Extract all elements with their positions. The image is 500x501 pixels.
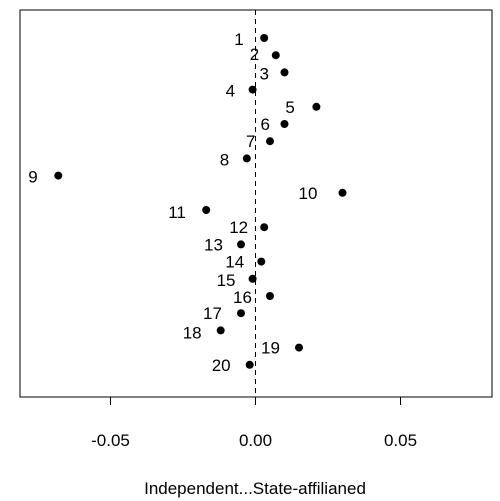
data-point-7 xyxy=(266,137,274,146)
data-point-18 xyxy=(216,326,225,335)
point-label-6: 6 xyxy=(261,115,270,134)
data-point-13 xyxy=(237,240,245,249)
data-point-1 xyxy=(260,34,269,42)
data-point-4 xyxy=(248,85,257,94)
data-point-3 xyxy=(280,68,289,77)
data-point-2 xyxy=(271,51,280,60)
data-point-9 xyxy=(54,171,63,180)
point-label-16: 16 xyxy=(233,288,252,307)
x-tick-label: 0.00 xyxy=(239,431,272,450)
data-point-5 xyxy=(312,102,321,111)
point-label-14: 14 xyxy=(225,253,244,272)
point-label-13: 13 xyxy=(204,235,223,254)
data-point-11 xyxy=(202,206,211,214)
point-label-11: 11 xyxy=(168,203,186,222)
point-label-18: 18 xyxy=(183,323,202,342)
data-point-6 xyxy=(280,120,289,128)
point-label-20: 20 xyxy=(212,356,231,375)
data-point-16 xyxy=(266,292,274,300)
data-point-17 xyxy=(237,309,245,318)
point-label-4: 4 xyxy=(226,82,235,101)
point-label-12: 12 xyxy=(229,218,248,237)
x-tick-label: -0.05 xyxy=(91,431,130,450)
point-label-17: 17 xyxy=(203,304,222,323)
data-point-10 xyxy=(338,188,347,197)
data-point-14 xyxy=(257,257,266,266)
point-label-8: 8 xyxy=(220,150,229,169)
data-point-12 xyxy=(260,223,269,232)
data-point-8 xyxy=(242,154,251,163)
point-label-7: 7 xyxy=(246,132,255,151)
point-label-15: 15 xyxy=(217,271,236,290)
data-point-15 xyxy=(248,274,257,283)
point-label-3: 3 xyxy=(260,64,269,83)
point-label-5: 5 xyxy=(285,98,294,117)
point-label-19: 19 xyxy=(261,339,280,358)
point-label-1: 1 xyxy=(234,30,243,49)
x-axis: -0.15-0.10-0.050.000.050.100.15 xyxy=(91,397,417,450)
point-label-10: 10 xyxy=(299,184,318,203)
point-label-2: 2 xyxy=(250,45,259,64)
x-axis-label: Independent...State-affilianed xyxy=(144,479,366,498)
data-point-20 xyxy=(245,360,254,369)
data-point-19 xyxy=(295,343,303,352)
x-tick-label: 0.05 xyxy=(384,431,417,450)
point-label-9: 9 xyxy=(28,168,37,187)
